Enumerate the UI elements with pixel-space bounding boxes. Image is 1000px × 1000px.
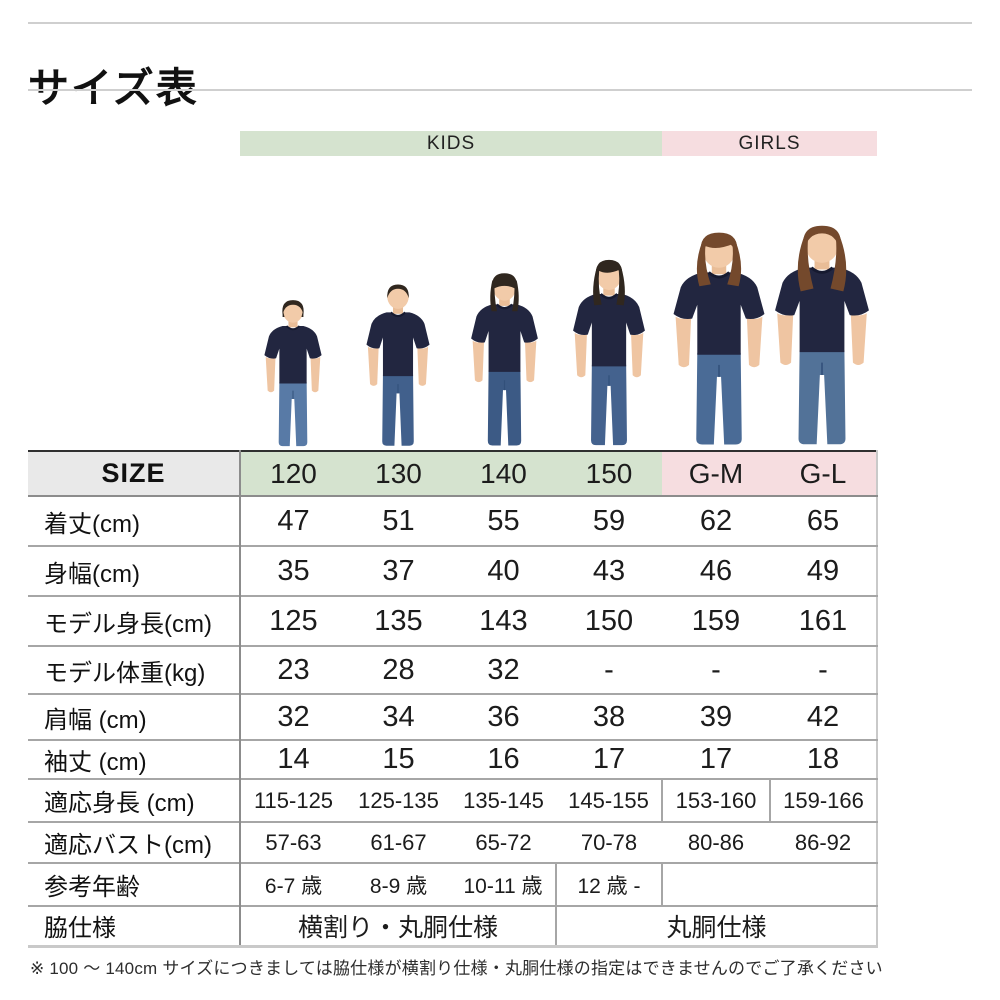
value-cell: 59: [592, 504, 626, 537]
value-cell: 153-160: [661, 779, 770, 822]
value-cell: 17: [699, 743, 733, 775]
footnote: ※ 100 ～ 140cm サイズにつきましては脇仕様が横割り仕様・丸胴仕様の指…: [30, 959, 883, 978]
value-cell: 39: [699, 700, 733, 733]
value-cell: 115-125: [253, 787, 334, 813]
value-cell: 38: [592, 700, 626, 733]
value-cell: 14: [277, 743, 310, 775]
value-cell: 42: [806, 700, 840, 733]
value-cell: 横割り・丸胴仕様: [297, 913, 498, 942]
row-fit-height: 適応身長 (cm) 115-125 125-135 135-145 145-15…: [28, 779, 877, 822]
model-figure-gl: [773, 225, 871, 446]
value-cell: 10-11 歳: [463, 874, 543, 898]
value-cell: 23: [277, 653, 310, 686]
row-model-height: モデル身長(cm) 125 135 143 150 159 161: [28, 596, 877, 646]
value-cell: 40: [487, 554, 520, 587]
row-label: 肩幅 (cm): [28, 694, 241, 740]
title-divider: [28, 89, 972, 91]
column-header-gm: G-M: [662, 451, 770, 496]
row-label: モデル身長(cm): [28, 596, 241, 646]
girls-band-label: GIRLS: [738, 132, 801, 154]
row-label: 適応身長 (cm): [28, 779, 241, 822]
model-photos: [0, 0, 1000, 450]
value-cell: 35: [277, 554, 310, 587]
row-label: モデル体重(kg): [28, 646, 241, 694]
row-label: 適応バスト(cm): [28, 822, 241, 863]
model-figure-140: [469, 273, 540, 447]
column-header-140: 140: [451, 451, 556, 496]
value-cell: 159: [691, 604, 741, 637]
value-cell: 143: [479, 604, 528, 637]
page-title: サイズ表: [28, 65, 199, 112]
value-cell: 17: [592, 743, 626, 775]
value-cell: 86-92: [794, 829, 852, 855]
value-cell: 18: [806, 743, 840, 775]
size-header-row: SIZE 120 130 140 150 G-M G-L: [28, 451, 877, 496]
kids-band: KIDS: [240, 131, 662, 156]
row-label: 袖丈 (cm): [28, 740, 241, 779]
value-cell: 145-155: [568, 787, 649, 813]
row-body-length: 着丈(cm) 47 51 55 59 62 65: [28, 496, 877, 546]
row-label: 着丈(cm): [28, 496, 241, 546]
column-header-gl: G-L: [770, 451, 877, 496]
value-cell: 55: [487, 504, 520, 537]
value-cell: 57-63: [265, 829, 322, 855]
size-table: SIZE 120 130 140 150 G-M G-L 着丈(cm) 47 5…: [28, 450, 878, 948]
value-cell: -: [818, 653, 828, 686]
row-label: 身幅(cm): [28, 546, 241, 596]
value-cell: 16: [487, 743, 520, 775]
value-cell: 15: [382, 743, 415, 775]
value-cell: 46: [699, 554, 733, 587]
value-cell: 32: [277, 700, 310, 733]
row-shoulder-width: 肩幅 (cm) 32 34 36 38 39 42: [28, 694, 877, 740]
kids-band-label: KIDS: [426, 132, 476, 154]
value-cell: 28: [382, 653, 415, 686]
size-header-label: SIZE: [28, 451, 241, 496]
value-cell: 34: [382, 700, 415, 733]
value-cell: 125-135: [358, 787, 439, 813]
value-cell: 65-72: [475, 829, 532, 855]
value-cell: 65: [806, 504, 840, 537]
column-header-120: 120: [240, 451, 346, 496]
row-side-seam-spec: 脇仕様 横割り・丸胴仕様 丸胴仕様: [28, 906, 877, 946]
value-cell: -: [604, 653, 614, 686]
column-header-150: 150: [556, 451, 662, 496]
value-cell: 6-7 歳: [264, 874, 323, 898]
column-header-130: 130: [346, 451, 451, 496]
value-cell: 8-9 歳: [369, 874, 428, 898]
row-sleeve-length: 袖丈 (cm) 14 15 16 17 17 18: [28, 740, 877, 779]
value-cell: 12 歳 -: [555, 863, 663, 906]
model-figure-150: [571, 259, 647, 447]
value-cell: 70-78: [580, 829, 638, 855]
value-cell: -: [711, 653, 721, 686]
value-cell: 61-67: [370, 829, 427, 855]
value-cell: 135: [374, 604, 423, 637]
row-body-width: 身幅(cm) 35 37 40 43 46 49: [28, 546, 877, 596]
row-label: 参考年齢: [28, 863, 241, 906]
value-cell-empty: [662, 863, 877, 906]
value-cell: 37: [382, 554, 415, 587]
value-cell: 32: [487, 653, 520, 686]
top-divider: [28, 22, 972, 24]
row-fit-bust: 適応バスト(cm) 57-63 61-67 65-72 70-78 80-86 …: [28, 822, 877, 863]
model-figure-130: [365, 283, 431, 447]
value-cell: 43: [592, 554, 626, 587]
row-reference-age: 参考年齢 6-7 歳 8-9 歳 10-11 歳 12 歳 -: [28, 863, 877, 906]
value-cell: 159-166: [769, 779, 877, 822]
row-model-weight: モデル体重(kg) 23 28 32 - - -: [28, 646, 877, 694]
value-cell: 150: [584, 604, 634, 637]
value-cell: 125: [269, 604, 318, 637]
row-label: 脇仕様: [28, 906, 241, 946]
girls-band: GIRLS: [662, 131, 877, 156]
value-cell: 161: [798, 604, 848, 637]
value-cell: 51: [382, 504, 415, 537]
value-cell: 80-86: [687, 829, 745, 855]
model-figure-120: [263, 299, 323, 448]
value-cell: 47: [277, 504, 310, 537]
value-cell: 62: [699, 504, 733, 537]
value-cell: 135-145: [463, 787, 544, 813]
value-cell: 36: [487, 700, 520, 733]
value-cell: 丸胴仕様: [555, 906, 877, 946]
value-cell: 49: [806, 554, 840, 587]
